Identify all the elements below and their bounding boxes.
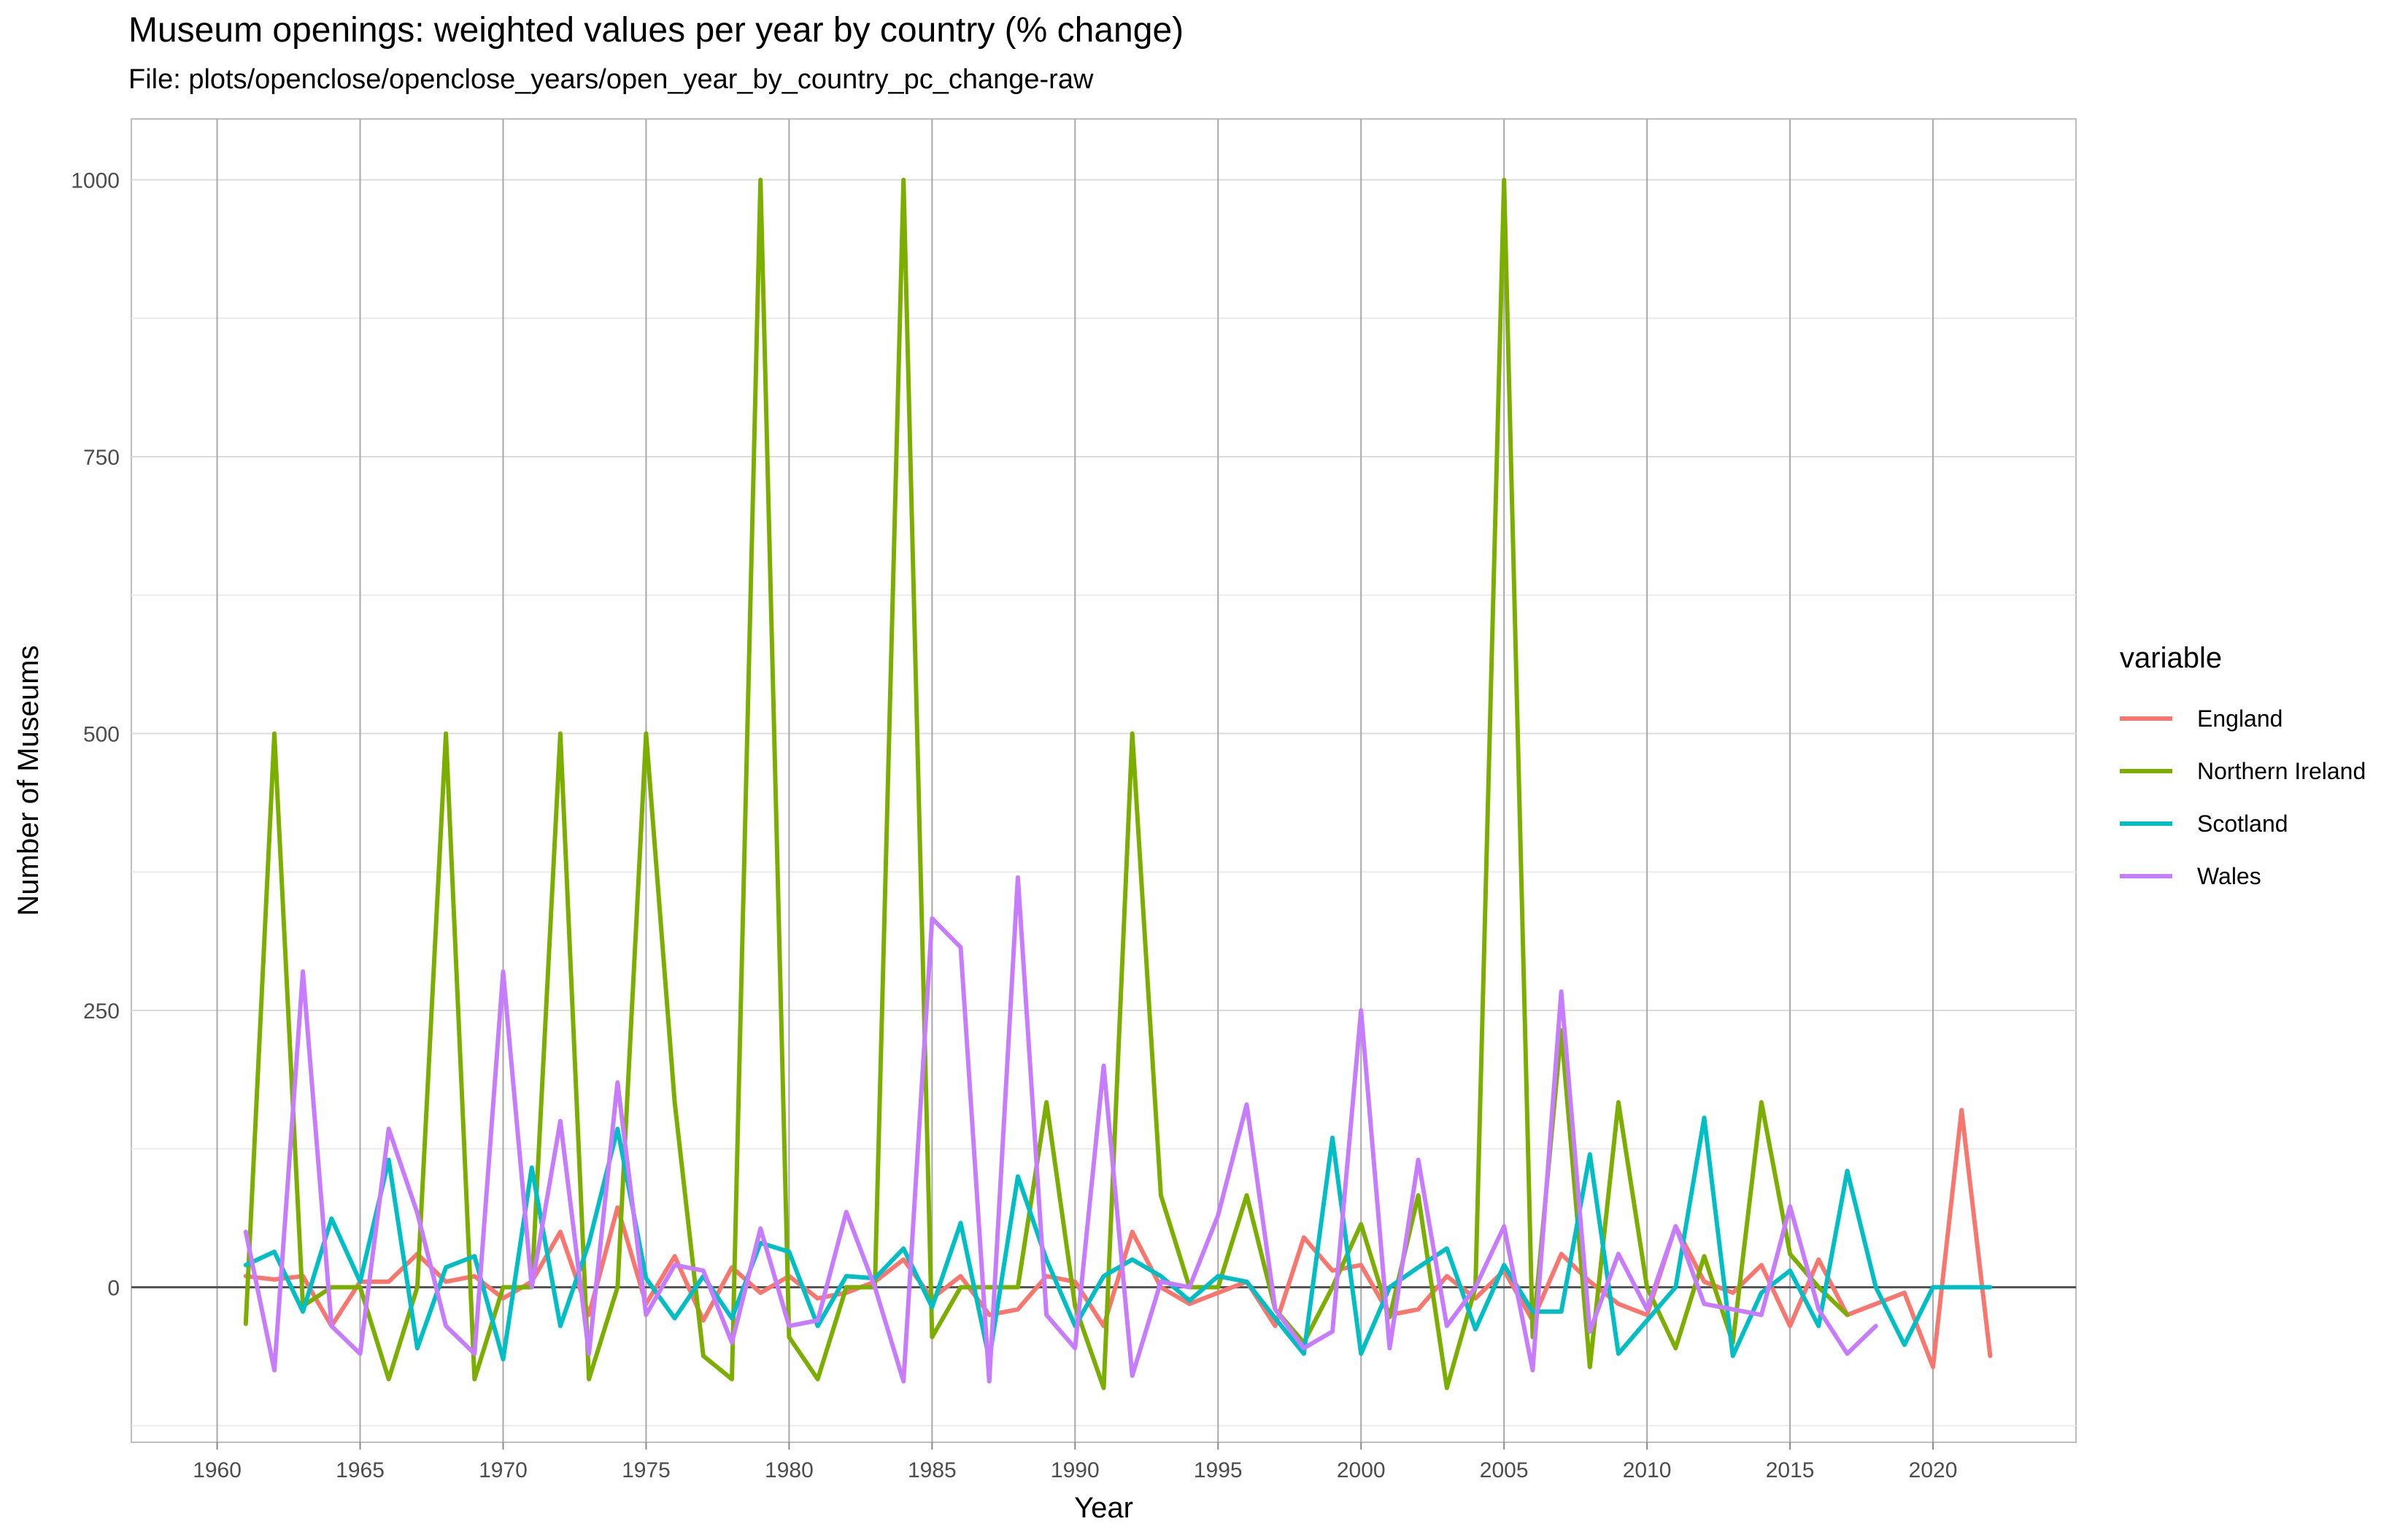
x-tick-label: 2015 xyxy=(1766,1458,1815,1482)
y-tick-label: 1000 xyxy=(71,169,120,193)
series-layer xyxy=(243,177,1993,1390)
legend-title: variable xyxy=(2120,642,2223,674)
x-tick-label: 1960 xyxy=(193,1458,242,1482)
legend-swatch xyxy=(2120,821,2172,826)
x-tick-label: 1975 xyxy=(622,1458,671,1482)
y-tick-label: 250 xyxy=(83,999,120,1024)
series-line-scotland xyxy=(243,1115,1993,1362)
y-tick-label: 0 xyxy=(107,1276,120,1300)
legend-swatch xyxy=(2120,769,2172,773)
chart-subtitle: File: plots/openclose/openclose_years/op… xyxy=(128,64,1094,95)
x-tick-label: 1965 xyxy=(336,1458,385,1482)
x-tick-label: 2010 xyxy=(1623,1458,1672,1482)
x-tick-label: 1970 xyxy=(479,1458,528,1482)
x-axis-title: Year xyxy=(1074,1492,1133,1524)
x-tick-label: 1995 xyxy=(1194,1458,1243,1482)
legend-item: Scotland xyxy=(2120,797,2366,850)
legend-label: Wales xyxy=(2197,862,2261,889)
x-tick-label: 2020 xyxy=(1909,1458,1958,1482)
legend-label: Northern Ireland xyxy=(2197,757,2366,784)
series-line-wales xyxy=(243,875,1878,1384)
legend-label: England xyxy=(2197,705,2283,732)
legend: variable England Northern Ireland Scotland… xyxy=(2120,642,2366,902)
x-tick-label: 1980 xyxy=(765,1458,814,1482)
x-tick-label: 1990 xyxy=(1051,1458,1100,1482)
panel-border xyxy=(131,118,2077,1443)
legend-item: England xyxy=(2120,692,2366,745)
legend-item: Wales xyxy=(2120,850,2366,902)
chart-title: Museum openings: weighted values per yea… xyxy=(128,11,1184,50)
legend-label: Scotland xyxy=(2197,810,2288,837)
legend-swatch xyxy=(2120,716,2172,721)
x-tick-label: 2005 xyxy=(1480,1458,1529,1482)
x-tick-label: 2000 xyxy=(1337,1458,1386,1482)
axis-layer: 0 250 500 750 1000 1960 1965 1970 1975 1980 1985 19… xyxy=(12,169,1957,1524)
x-tick-label: 1985 xyxy=(908,1458,957,1482)
y-axis-title: Number of Museums xyxy=(12,645,45,916)
y-tick-label: 750 xyxy=(83,446,120,470)
legend-item: Northern Ireland xyxy=(2120,745,2366,797)
legend-swatch xyxy=(2120,874,2172,878)
y-tick-label: 500 xyxy=(83,722,120,746)
